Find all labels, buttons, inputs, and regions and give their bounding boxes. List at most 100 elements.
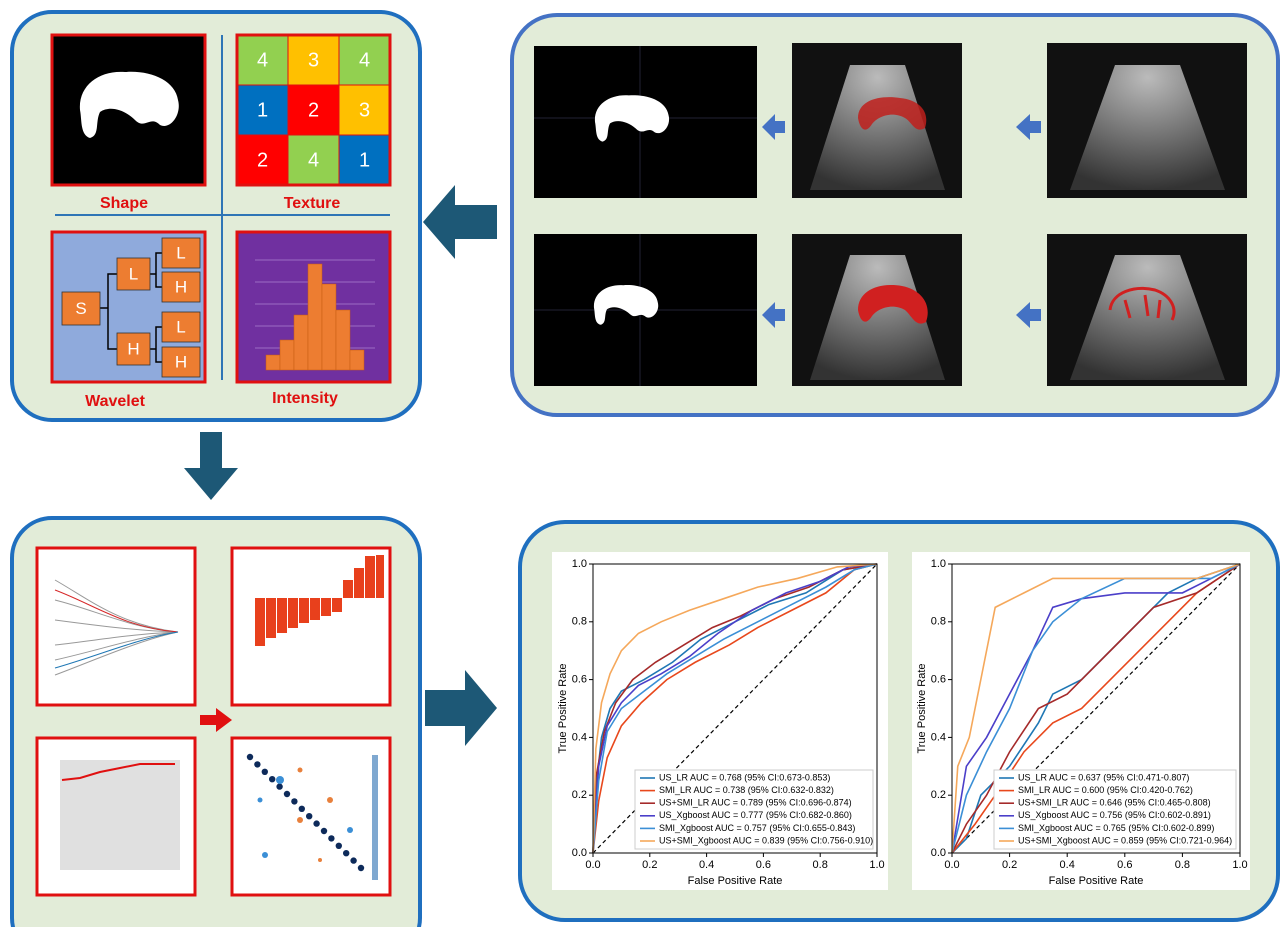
cv-thumbnail [35,736,197,897]
diagonal [951,563,1241,854]
legend-entry: US+SMI_LR AUC = 0.789 (95% CI:0.696-0.87… [659,798,852,808]
lasso-path-thumbnail [35,546,197,707]
roc-curve [951,563,1241,854]
wavelet-label: S [75,299,86,318]
small-arrows [762,114,1041,328]
wavelet-label: H [127,339,139,358]
corr-dot [261,768,268,775]
legend-entry: US+SMI_LR AUC = 0.646 (95% CI:0.465-0.80… [1018,798,1211,808]
plot-frame [592,563,878,854]
texture-cell [287,134,340,186]
legend-entry: SMI_Xgboost AUC = 0.757 (95% CI:0.655-0.… [659,823,855,833]
x-tick-label: 0.0 [944,859,959,871]
legend-entry: US+SMI_Xgboost AUC = 0.859 (95% CI:0.721… [1018,835,1232,845]
arrow [184,432,238,500]
texture-value: 3 [308,49,319,71]
x-tick-label: 0.0 [585,859,600,871]
x-tick-label: 0.2 [1002,859,1017,871]
corr-dot [262,852,268,858]
corr-dot [350,857,357,864]
legend-entry: SMI_LR AUC = 0.600 (95% CI:0.420-0.762) [1018,785,1193,795]
texture-value: 4 [308,149,319,171]
wavelet-node [161,237,201,269]
roc-curve [592,563,878,854]
corr-dot [335,842,342,849]
legend-entry: SMI_LR AUC = 0.738 (95% CI:0.632-0.832) [659,785,834,795]
wavelet-label: H [175,352,187,371]
ultrasound-image [792,43,962,198]
texture-value: 2 [257,149,268,171]
y-tick-label: 0.0 [931,847,946,859]
corr-dot [291,798,298,805]
corr-dot [320,827,328,835]
wavelet-label: H [175,277,187,296]
feature-label: Shape [100,195,148,212]
wavelet-node [161,346,201,378]
y-tick-label: 0.4 [572,731,587,743]
texture-value: 1 [359,149,370,171]
wavelet-label: L [176,243,185,262]
y-tick-label: 0.2 [931,789,946,801]
x-tick-label: 1.0 [1232,859,1247,871]
roc-curve [592,563,878,854]
texture-value: 4 [359,49,370,71]
y-tick-label: 0.4 [931,731,946,743]
corr-dot [357,864,365,872]
y-axis-label: True Positive Rate [916,663,928,753]
y-axis-label: True Positive Rate [557,663,569,753]
roc-curve [951,563,1241,854]
corr-dot [283,790,291,798]
corr-dot [254,761,261,768]
corr-dot [297,767,303,773]
wavelet-node [61,291,101,326]
feature-label: Wavelet [85,393,146,410]
x-tick-label: 0.4 [699,859,714,871]
mask-image [534,234,757,386]
texture-value: 2 [308,99,319,121]
corr-dot [298,805,305,812]
wavelet-node [116,257,151,291]
roc-curve [592,563,878,854]
correlation-thumbnail [230,736,392,897]
corr-dot [318,858,322,862]
corr-dot [269,776,276,783]
y-tick-label: 0.8 [931,616,946,628]
wavelet-tree [100,252,162,363]
y-tick-label: 0.6 [572,674,587,686]
corr-dot [327,797,333,803]
x-tick-label: 0.8 [1175,859,1190,871]
legend-entry: US_Xgboost AUC = 0.756 (95% CI:0.602-0.8… [1018,810,1211,820]
corr-dot [246,753,254,761]
corr-dot [328,835,335,842]
legend-box [993,769,1237,850]
texture-cell [338,134,391,186]
corr-dot [313,820,320,827]
corr-dot [347,827,353,833]
arrow [200,708,232,732]
y-tick-label: 0.8 [572,616,587,628]
legend-entry: SMI_Xgboost AUC = 0.765 (95% CI:0.602-0.… [1018,823,1214,833]
x-tick-label: 0.6 [756,859,771,871]
wavelet-node [116,332,151,366]
ultrasound-image [792,234,962,386]
ultrasound-image [1047,43,1247,198]
wavelet-node [161,271,201,303]
roc-curve [592,563,878,854]
legend-entry: US_LR AUC = 0.768 (95% CI:0.673-0.853) [659,772,830,782]
corr-dot [297,817,303,823]
texture-value: 4 [257,49,268,71]
corr-dot [276,776,284,784]
texture-grid: 4 3 4 1 2 3 2 4 1 [235,33,392,187]
corr-dot [306,813,313,820]
texture-cell [287,34,340,86]
ultrasound-image [1047,234,1247,386]
y-tick-label: 1.0 [931,558,946,570]
texture-value: 3 [359,99,370,121]
legend-entry: US+SMI_Xgboost AUC = 0.839 (95% CI:0.756… [659,835,873,845]
coefficient-thumbnail [230,546,392,707]
corr-dot [276,783,283,790]
y-tick-label: 0.2 [572,789,587,801]
histogram-icon [265,263,365,371]
feature-label: Intensity [272,390,338,407]
